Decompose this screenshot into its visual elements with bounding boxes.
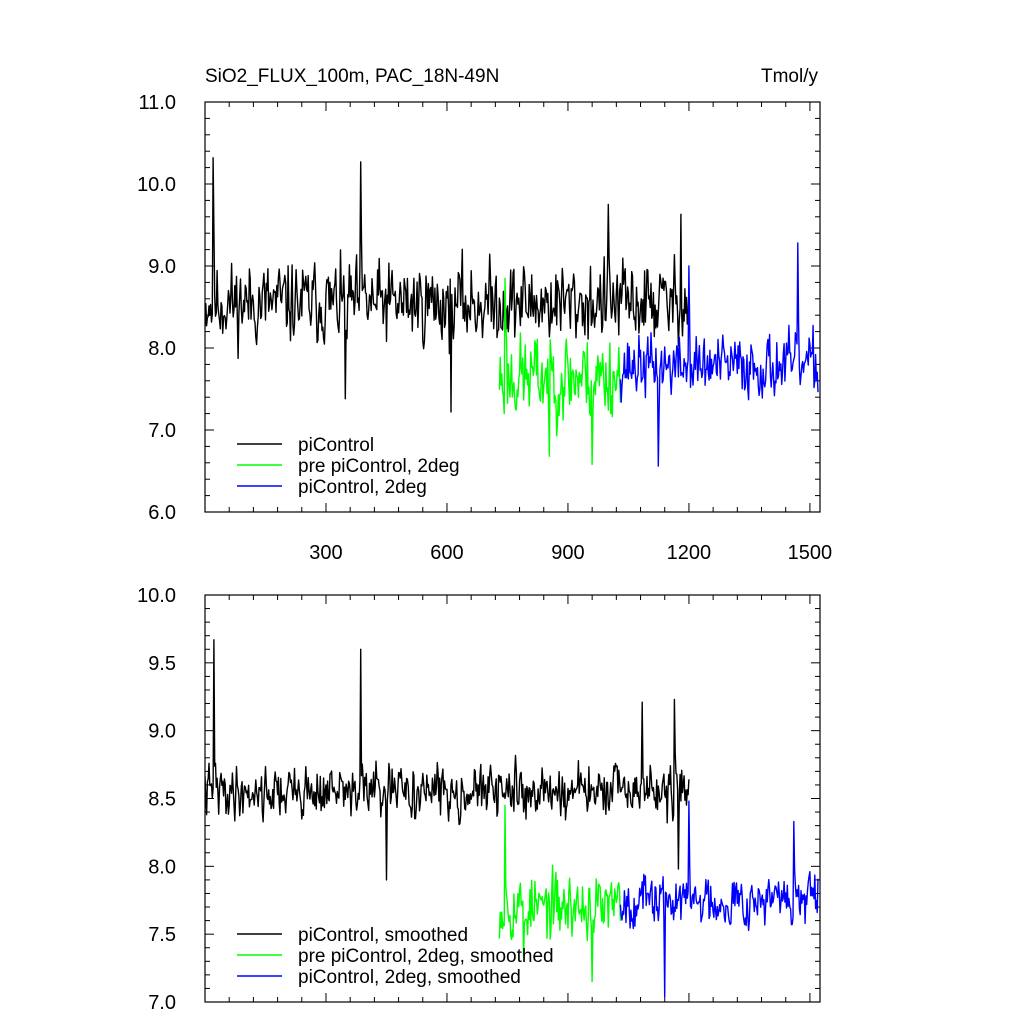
y-tick-label: 10.0 <box>137 174 176 196</box>
series-line <box>619 242 819 467</box>
panel-2: 7.0 7.5 8.0 8.5 9.0 9.5 10.0 piControl, smoothe… <box>137 585 821 1014</box>
series-group <box>205 639 819 998</box>
legend-label: pre piControl, 2deg, smoothed <box>298 946 554 967</box>
y-tick-label: 8.0 <box>148 856 176 878</box>
y-tick-label: 11.0 <box>139 92 176 114</box>
legend-label: piControl, smoothed <box>298 925 468 946</box>
y-tick-label: 10.0 <box>137 585 176 607</box>
y-tick-label: 9.0 <box>148 256 176 278</box>
series-group <box>205 157 819 467</box>
x-tick-label: 900 <box>551 542 584 564</box>
legend-label: pre piControl, 2deg <box>298 456 460 477</box>
panel-1: 300 600 900 1200 1500 6.0 7.0 8.0 9.0 10.0 11.0 SiO… <box>137 66 832 564</box>
series-line <box>205 157 690 413</box>
legend-label: piControl, 2deg <box>298 477 427 498</box>
legend-label: piControl <box>298 435 374 456</box>
y-tick-label: 8.0 <box>148 338 176 360</box>
y-tick-label: 9.0 <box>148 721 176 743</box>
series-line <box>498 277 622 466</box>
y-tick-label: 6.0 <box>148 502 176 524</box>
chart-title: SiO2_FLUX_100m, PAC_18N-49N <box>205 66 499 87</box>
y-tick-label: 9.5 <box>148 653 176 675</box>
y-tick-label: 8.5 <box>148 789 176 811</box>
x-tick-label: 600 <box>430 542 463 564</box>
series-line <box>498 804 622 983</box>
x-tick-label: 1200 <box>667 542 712 564</box>
x-tick-label: 1500 <box>788 542 833 564</box>
y-tick-label: 7.5 <box>148 924 176 946</box>
y-tick-label: 7.0 <box>148 420 176 442</box>
y-tick-label: 7.0 <box>148 992 176 1014</box>
chart-units: Tmol/y <box>761 66 819 87</box>
series-line <box>619 800 819 998</box>
x-tick-label: 300 <box>309 542 342 564</box>
series-line <box>205 639 690 881</box>
legend-label: piControl, 2deg, smoothed <box>298 967 521 988</box>
